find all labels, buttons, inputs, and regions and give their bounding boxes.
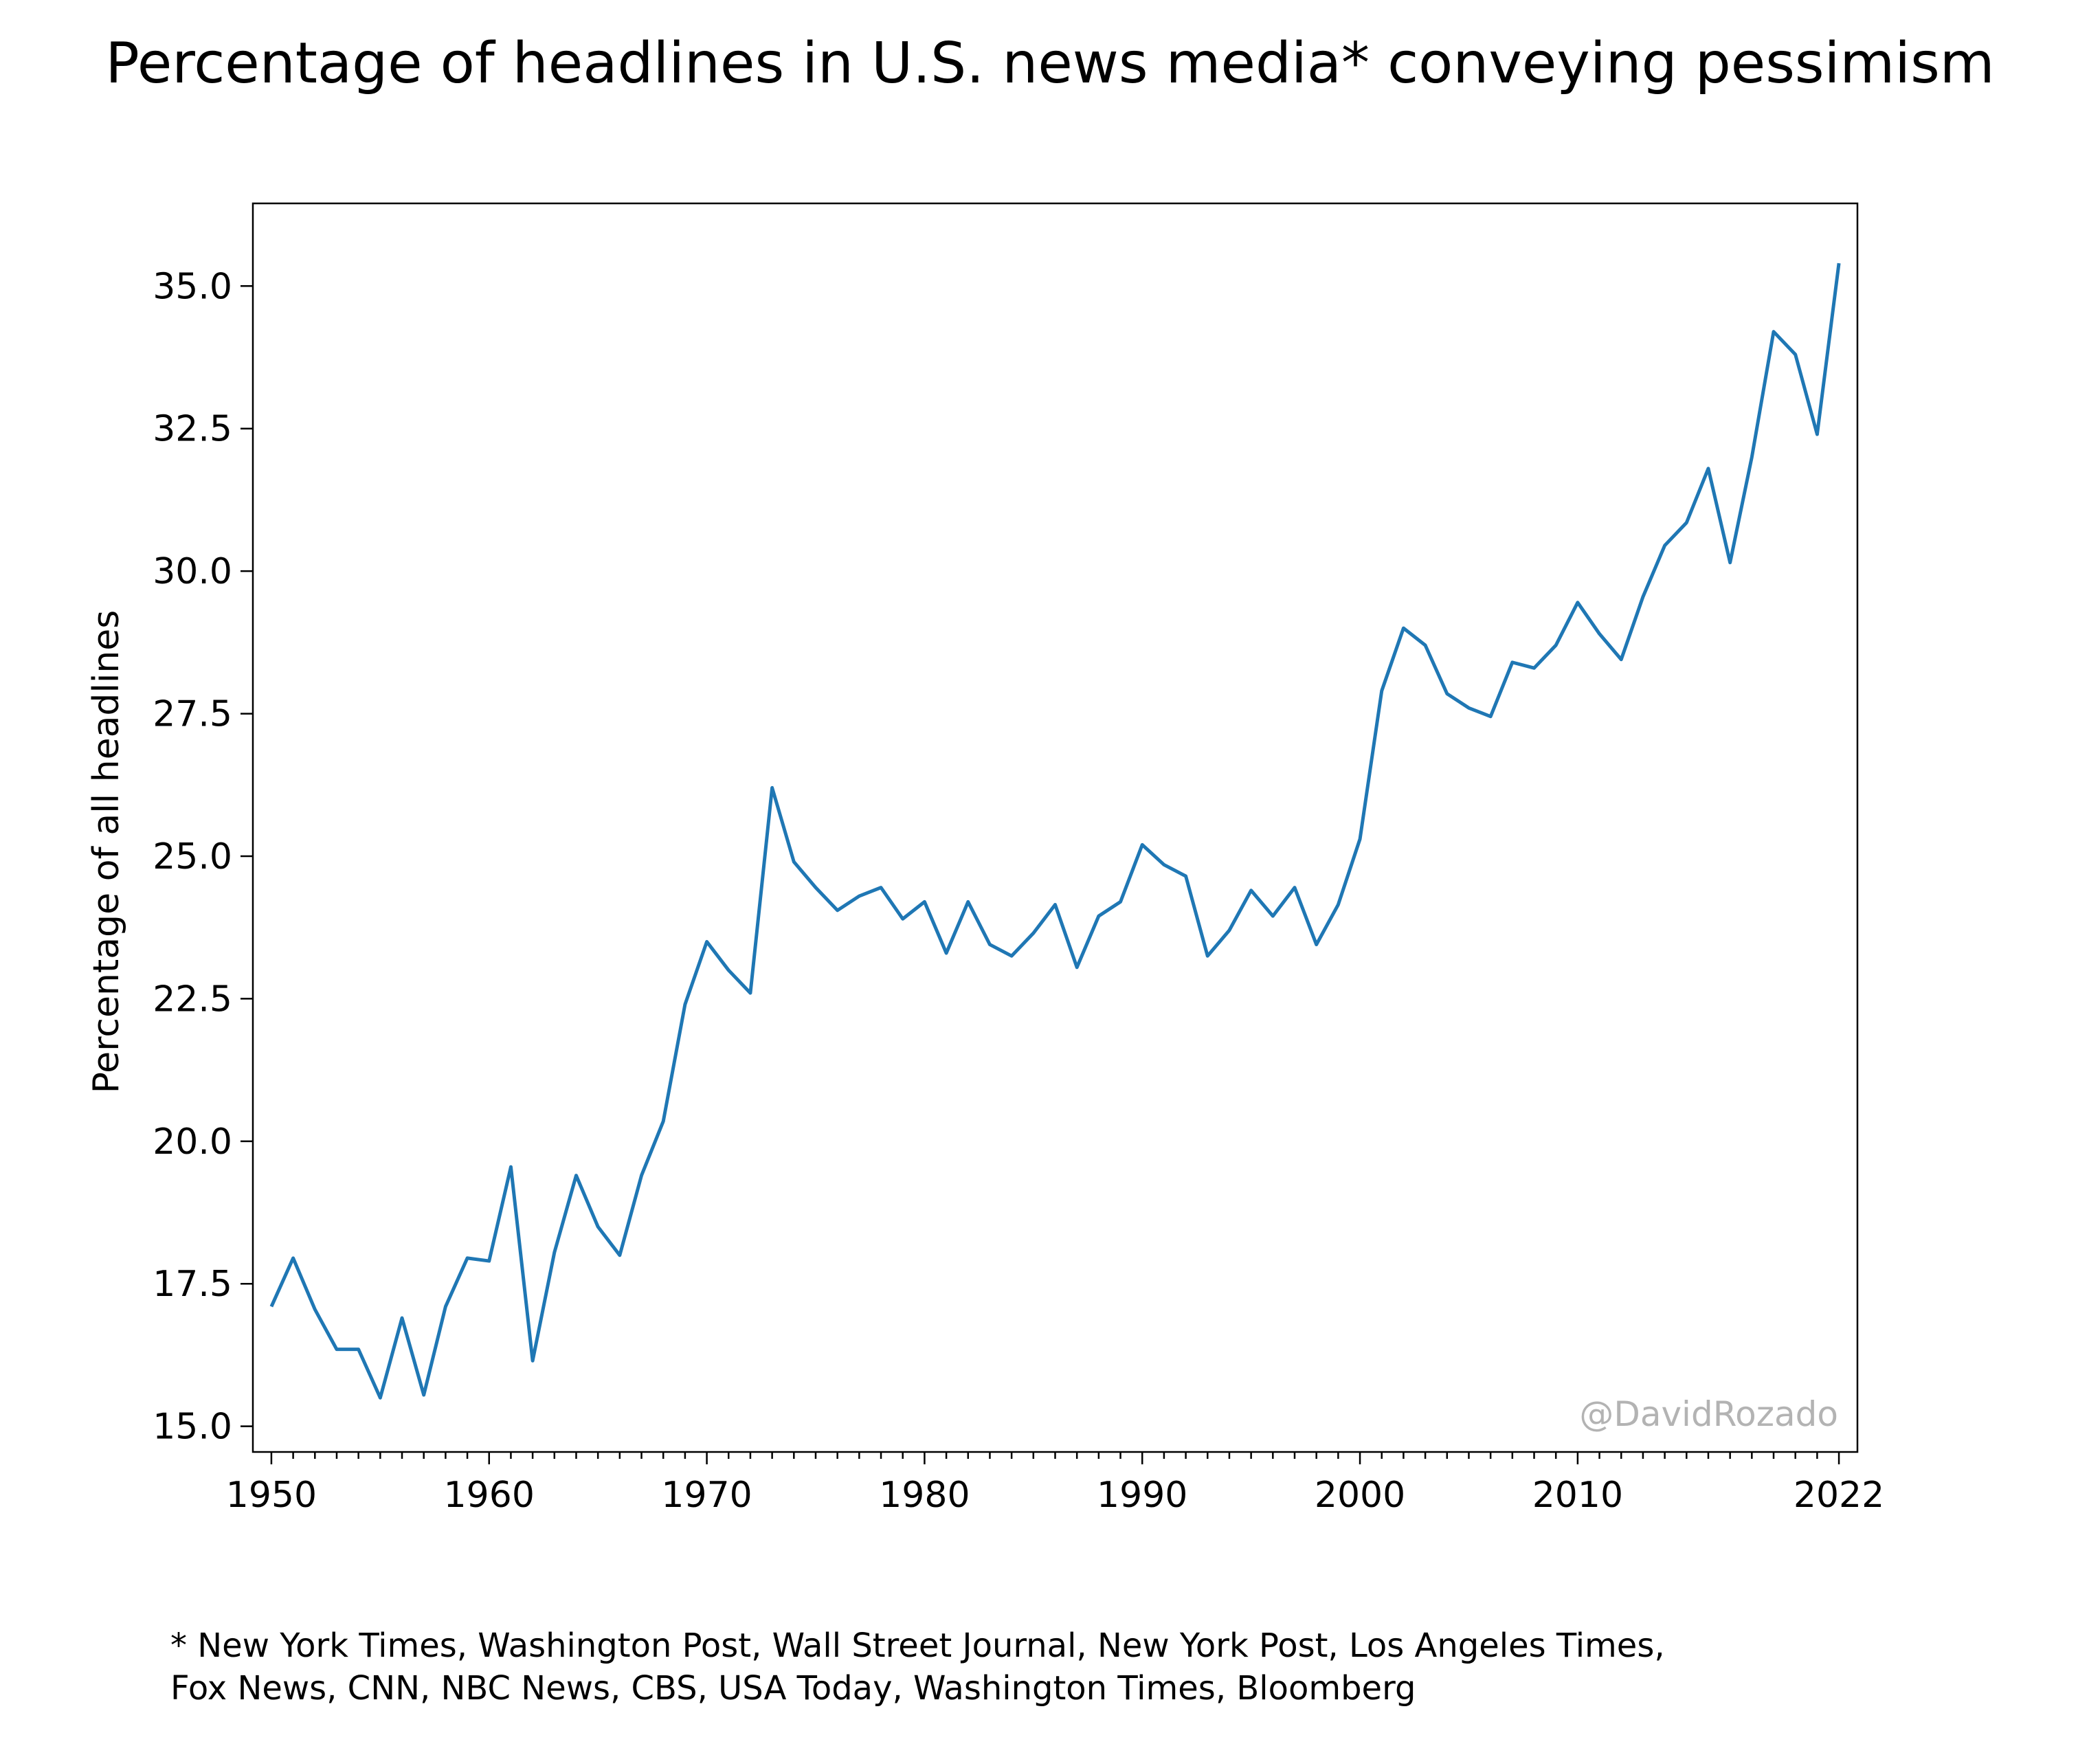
x-tick-label-1970: 1970 <box>661 1475 752 1516</box>
x-tick-label-1950: 1950 <box>226 1475 317 1516</box>
y-tick-label-7: 32.5 <box>153 409 232 450</box>
y-tick-label-1: 17.5 <box>153 1264 232 1305</box>
x-axis: 1950 1960 1970 1980 1990 2000 2010 2022 <box>226 1452 1884 1516</box>
footnote: * New York Times, Washington Post, Wall … <box>170 1624 1665 1710</box>
y-tick-label-3: 22.5 <box>153 979 232 1020</box>
x-tick-label-1980: 1980 <box>879 1475 970 1516</box>
x-tick-label-2000: 2000 <box>1315 1475 1405 1516</box>
y-tick-label-2: 20.0 <box>153 1121 232 1163</box>
watermark-text: @DavidRozado <box>1579 1394 1838 1434</box>
x-tick-label-2022: 2022 <box>1794 1475 1884 1516</box>
y-tick-label-6: 30.0 <box>153 551 232 592</box>
x-tick-label-1960: 1960 <box>444 1475 535 1516</box>
plot-frame <box>252 202 1859 1453</box>
chart-title: Percentage of headlines in U.S. news med… <box>105 31 1995 96</box>
y-tick-label-0: 15.0 <box>153 1407 232 1448</box>
footnote-line-2: Fox News, CNN, NBC News, CBS, USA Today,… <box>170 1669 1416 1708</box>
series-line-0 <box>269 262 1841 1400</box>
y-tick-label-4: 25.0 <box>153 836 232 877</box>
x-tick-label-2010: 2010 <box>1532 1475 1623 1516</box>
footnote-line-1: * New York Times, Washington Post, Wall … <box>170 1626 1665 1665</box>
x-tick-label-1990: 1990 <box>1097 1475 1187 1516</box>
y-tick-label-8: 35.0 <box>153 266 232 307</box>
y-axis-label: Percentage of all headlines <box>86 610 127 1094</box>
y-axis: 15.0 17.5 20.0 22.5 25.0 27.5 30.0 32.5 35.0 <box>153 266 253 1448</box>
plot-area <box>269 262 1841 1400</box>
y-tick-label-5: 27.5 <box>153 694 232 735</box>
